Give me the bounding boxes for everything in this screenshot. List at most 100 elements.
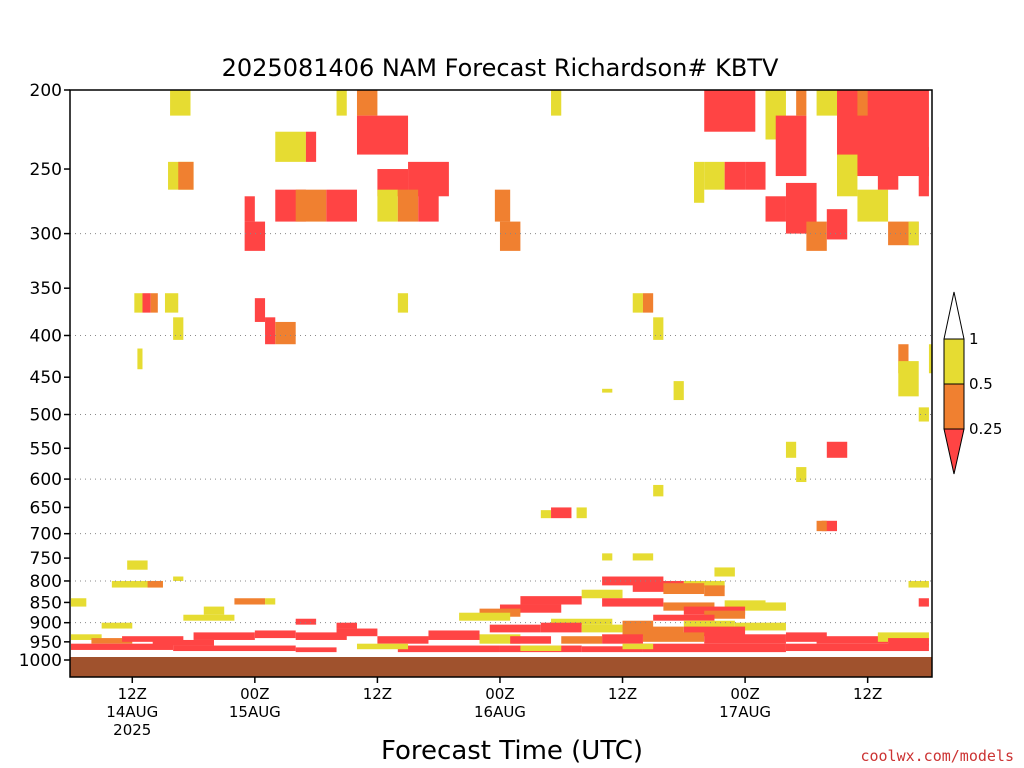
heatmap-cell — [152, 639, 214, 646]
heatmap-cell — [785, 441, 797, 458]
ground-fill — [70, 657, 932, 677]
heatmap-cell — [520, 596, 582, 605]
y-tick-label: 400 — [30, 326, 62, 346]
heatmap-cell — [122, 636, 184, 642]
x-tick-label: 14AUG — [106, 703, 158, 721]
heatmap-cell — [816, 90, 838, 116]
heatmap-cell — [150, 293, 158, 313]
heatmap-cell — [581, 589, 623, 599]
heatmap-cell — [244, 221, 266, 251]
colorbar-label: 0.25 — [969, 420, 1002, 438]
heatmap-cell — [653, 614, 715, 621]
heatmap-cell — [499, 604, 562, 613]
plot-frame — [69, 89, 933, 678]
heatmap-cell — [479, 634, 521, 644]
heatmap-cell — [234, 598, 266, 605]
heatmap-cell — [244, 196, 255, 222]
heatmap-cell — [494, 189, 511, 222]
heatmap-cell — [816, 636, 889, 644]
heatmap-cell — [265, 317, 276, 345]
x-tick-label: 12Z — [118, 685, 147, 703]
heatmap-cell — [134, 293, 143, 313]
heatmap-cell — [745, 161, 766, 190]
y-tick-label: 650 — [30, 498, 62, 518]
heatmap-cell — [127, 560, 148, 570]
heatmap-cell — [142, 293, 151, 313]
heatmap-cell — [499, 221, 521, 251]
heatmap-cell — [602, 388, 613, 393]
colorbar-label: 0.5 — [969, 375, 993, 393]
colorbar-top-arrow — [943, 291, 965, 340]
heatmap-cell — [673, 381, 684, 401]
colorbar-bin — [943, 383, 965, 430]
y-tick-label: 450 — [30, 368, 62, 388]
heatmap-cell — [173, 576, 184, 581]
heatmap-cell — [418, 189, 439, 222]
heatmap-cell — [295, 618, 317, 625]
heatmap-cell — [775, 115, 807, 177]
heatmap-cell — [305, 131, 317, 162]
heatmap-cell — [397, 293, 409, 313]
heatmap-cell — [581, 646, 643, 653]
heatmap-cell — [826, 209, 848, 240]
y-tick-label: 200 — [30, 81, 62, 101]
heatmap-cell — [336, 90, 347, 116]
heatmap-cell — [295, 189, 327, 222]
heatmap-cell — [704, 90, 756, 132]
x-tick-label: 16AUG — [474, 703, 526, 721]
heatmap-cell — [908, 580, 929, 588]
heatmap-cell — [622, 626, 684, 637]
heatmap-cell — [581, 624, 623, 633]
heatmap-cell — [663, 602, 715, 611]
heatmap-cell — [734, 622, 786, 631]
heatmap-cell — [254, 630, 296, 639]
heatmap-cell — [632, 293, 643, 313]
heatmap-cell — [336, 622, 357, 629]
heatmap-cell — [377, 189, 398, 222]
colorbar: 1 0.5 0.25 — [943, 291, 1002, 475]
heatmap-cell — [295, 647, 337, 653]
heatmap-cell — [796, 467, 807, 483]
chart-title: 2025081406 NAM Forecast Richardson# KBTV — [222, 54, 779, 82]
heatmap-cell — [745, 602, 786, 611]
heatmap-cell — [918, 147, 929, 197]
heatmap-cell — [397, 189, 419, 222]
heatmap-cell — [683, 626, 746, 637]
heatmap-cell — [91, 638, 133, 644]
heatmap-cell — [377, 636, 429, 644]
heatmap-cell — [101, 622, 133, 629]
y-tick-label: 600 — [30, 470, 62, 490]
heatmap-cell — [520, 645, 562, 652]
y-tick-label: 550 — [30, 439, 62, 459]
ground-band — [70, 657, 932, 677]
y-tick-label: 950 — [30, 633, 62, 653]
gridlines — [70, 233, 932, 624]
heatmap-cell — [275, 131, 306, 162]
y-tick-label: 250 — [30, 160, 62, 180]
heatmap-cell — [183, 614, 235, 621]
heatmap-cell — [704, 634, 786, 644]
heatmap-cell — [683, 620, 735, 629]
heatmap-cell — [356, 115, 409, 155]
heatmap-cell — [694, 161, 705, 203]
heatmap-cell — [653, 484, 664, 497]
y-tick-label: 750 — [30, 549, 62, 569]
heatmap-cell — [821, 520, 838, 532]
heatmap-cell — [857, 90, 868, 116]
heatmap-cell — [275, 321, 296, 345]
x-tick-label: 2025 — [113, 721, 151, 739]
heatmap-cells — [71, 90, 932, 653]
heatmap-cell — [877, 161, 899, 190]
heatmap-cell — [510, 636, 552, 644]
heatmap-cell — [602, 598, 664, 607]
heatmap-cell — [765, 196, 786, 222]
heatmap-cell — [908, 221, 919, 246]
x-tick-label: 12Z — [363, 685, 392, 703]
heatmap-cell — [203, 606, 225, 615]
heatmap-cell — [173, 645, 296, 652]
y-tick-label: 500 — [30, 406, 62, 426]
heatmap-cell — [602, 634, 643, 644]
heatmap-cell — [147, 580, 163, 588]
